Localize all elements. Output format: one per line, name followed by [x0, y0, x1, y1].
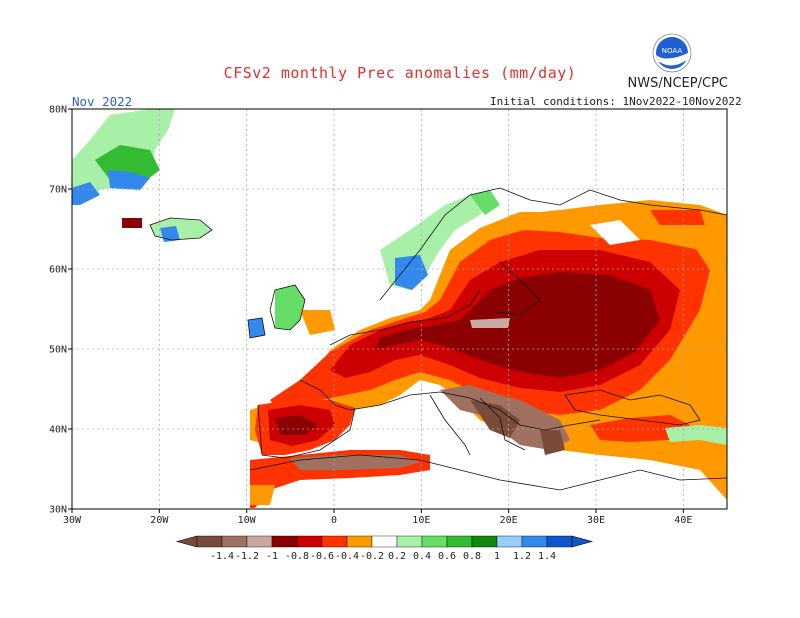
anomaly-field	[72, 109, 727, 508]
colorbar-label: -1	[266, 551, 278, 562]
colorbar-label: -1.4	[210, 551, 234, 562]
longitude-labels: 30W 20W 10W 0 10E 20E 30E 40E	[63, 509, 692, 526]
colorbar-label: 0.4	[413, 551, 431, 562]
lon-label: 20W	[150, 515, 169, 526]
uk-region	[248, 285, 335, 338]
colorbar-label: 0.8	[463, 551, 481, 562]
initial-conditions: Initial conditions: 1Nov2022-10Nov2022	[490, 95, 742, 108]
colorbar-legend: -1.4 -1.2 -1 -0.8 -0.6 -0.4 -0.2 0.2 0.4 0.6 0.8 1 1…	[175, 535, 594, 562]
turkey-region	[580, 400, 727, 455]
colorbar-swatch	[346, 535, 373, 548]
colorbar-label: -0.6	[310, 551, 334, 562]
lat-label: 50N	[49, 345, 67, 356]
balkans-brown-region	[440, 385, 570, 455]
colorbar-swatch	[446, 535, 473, 548]
forecast-month: Nov 2022	[72, 94, 133, 109]
coastlines	[149, 187, 727, 491]
lat-label: 40N	[49, 425, 67, 436]
colorbar-label: 1.2	[513, 551, 531, 562]
lat-label: 60N	[49, 265, 67, 276]
colorbar-swatch	[396, 535, 423, 548]
colorbar-swatch	[371, 535, 398, 548]
lon-label: 30W	[63, 515, 82, 526]
agency-label: NWS/NCEP/CPC	[627, 76, 728, 91]
graticule	[72, 109, 727, 509]
colorbar-left-arrow	[175, 535, 198, 548]
colorbar-swatch	[246, 535, 273, 548]
colorbar-right-arrow	[571, 535, 594, 548]
colorbar-swatch	[471, 535, 498, 548]
colorbar-swatch	[421, 535, 448, 548]
greenland-anomaly-region	[72, 109, 175, 205]
map-frame	[71, 108, 728, 510]
colorbar-label: 1.4	[538, 551, 556, 562]
lon-label: 10W	[238, 515, 257, 526]
lon-label: 20E	[500, 515, 518, 526]
latitude-labels: 80N 70N 60N 50N 40N 30N	[49, 105, 72, 516]
colorbar-label: 0.2	[388, 551, 406, 562]
lon-label: 0	[331, 515, 337, 526]
colorbar-label: -1.2	[235, 551, 259, 562]
iberia-region	[255, 400, 355, 455]
lat-label: 30N	[49, 505, 67, 516]
colorbar-swatch	[521, 535, 548, 548]
colorbar-label: 0.6	[438, 551, 456, 562]
colorbar-swatch	[296, 535, 323, 548]
colorbar-swatch	[321, 535, 348, 548]
colorbar-label: -0.2	[360, 551, 384, 562]
lon-label: 10E	[412, 515, 430, 526]
north-russia-region	[510, 200, 727, 260]
colorbar-swatch	[496, 535, 523, 548]
lat-label: 80N	[49, 105, 67, 116]
colorbar-label: 1	[494, 551, 500, 562]
colorbar-swatch	[221, 535, 248, 548]
map-title: CFSv2 monthly Prec anomalies (mm/day)	[223, 64, 577, 82]
colorbar-swatch	[196, 535, 223, 548]
colorbar-label: -0.8	[285, 551, 309, 562]
colorbar-swatch	[271, 535, 298, 548]
lon-label: 40E	[674, 515, 692, 526]
colorbar-swatch	[546, 535, 573, 548]
noaa-logo-icon: NOAA	[652, 33, 692, 73]
noaa-logo-text: NOAA	[662, 47, 683, 55]
lat-label: 70N	[49, 185, 67, 196]
north-africa-region	[250, 450, 430, 508]
lon-label: 30E	[587, 515, 605, 526]
colorbar-label: -0.4	[335, 551, 359, 562]
